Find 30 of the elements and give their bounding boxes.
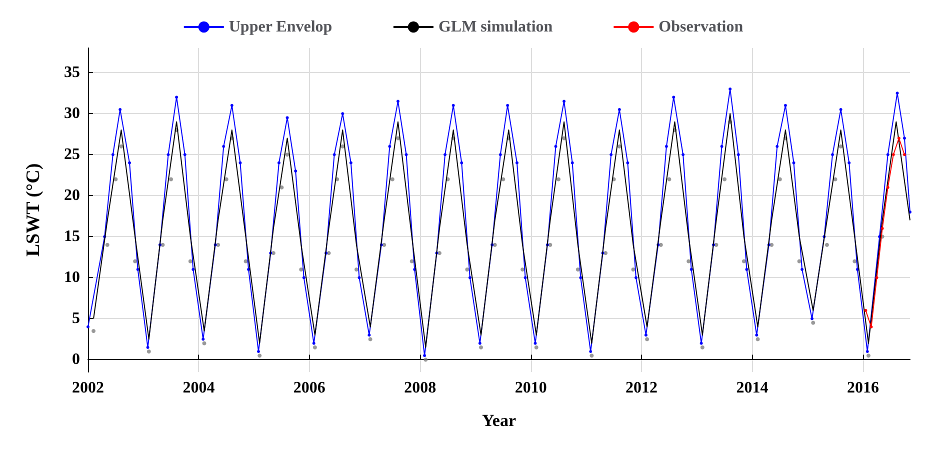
x-tick-label: 2014 [736,380,768,396]
point [897,136,900,140]
y-tick-label: 20 [64,187,80,204]
y-tick-label: 15 [64,228,80,246]
x-axis-title: Year [482,411,516,430]
x-tick-label: 2002 [72,380,104,396]
x-tick-label: 2008 [404,380,436,396]
line-series [864,136,906,328]
point [902,153,906,156]
y-tick-label: 35 [64,64,80,82]
point [870,325,873,328]
legend-label: Upper Envelop [228,18,332,36]
y-tick-label: 0 [72,351,80,368]
x-tick-label: 2016 [846,380,879,396]
y-tick-label: 5 [72,310,80,328]
point [892,153,895,156]
y-axis-title: LSWT (°C) [23,163,44,257]
x-tick-label: 2012 [626,380,658,396]
x-tick-label: 2004 [182,380,215,396]
y-tick-label: 10 [64,269,80,286]
point [864,308,868,312]
x-tick-label: 2010 [514,380,547,396]
legend-label: GLM simulation [438,18,553,36]
y-tick-label: 30 [64,105,80,122]
y-tick-label: 25 [64,146,80,164]
x-tick-label: 2006 [293,380,326,396]
point [880,226,884,230]
legend-label: Observation [658,18,744,36]
point [875,276,878,280]
point [886,186,890,189]
